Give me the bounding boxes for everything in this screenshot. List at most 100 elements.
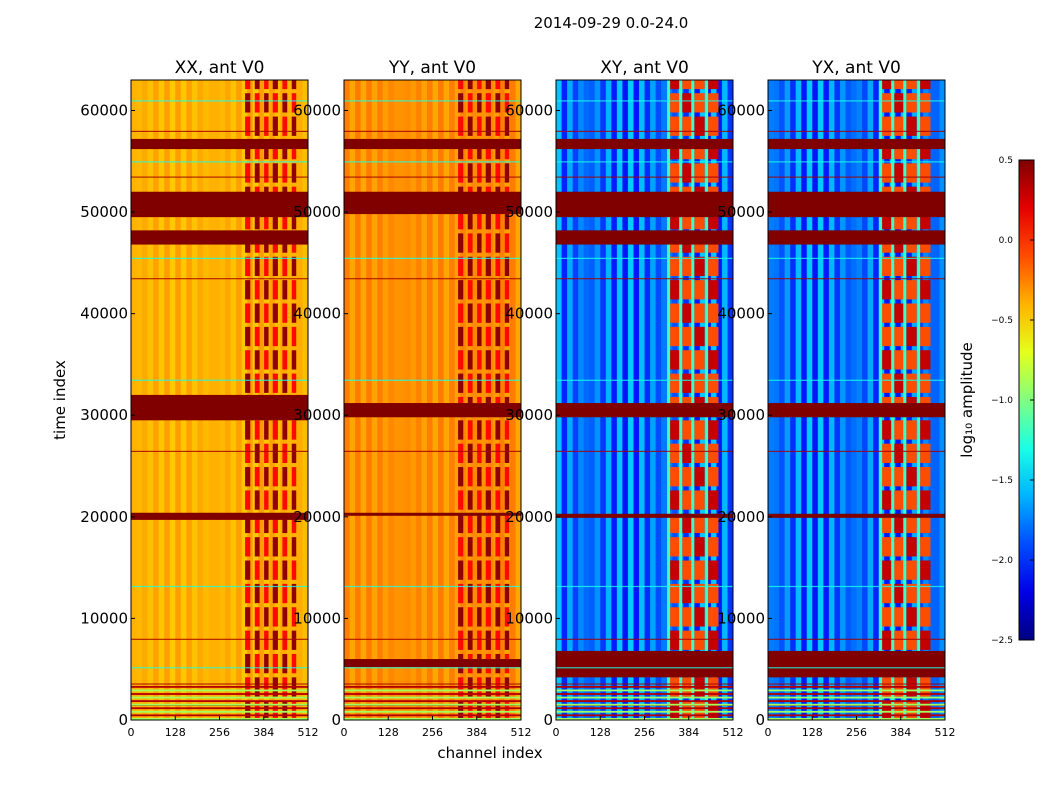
channel-block [485, 583, 491, 604]
channel-block [254, 303, 260, 323]
channel-block [477, 303, 482, 323]
channel-block [272, 326, 278, 347]
heatmap-image [131, 80, 308, 720]
channel-block [458, 233, 464, 253]
channel-block [458, 210, 464, 230]
bottom-stripe [131, 710, 308, 713]
channel-block [882, 80, 893, 90]
channel-block [245, 163, 251, 183]
channel-block [245, 373, 251, 393]
channel-block [254, 256, 260, 277]
channel-block [708, 163, 719, 183]
channel-block [264, 420, 269, 440]
channel-block [477, 583, 482, 604]
channel-block [504, 139, 510, 160]
channel-block [477, 490, 482, 510]
channel-block [682, 583, 693, 604]
channel-block [495, 116, 501, 136]
time-band [556, 650, 733, 678]
channel-block [282, 583, 288, 604]
channel-block [920, 116, 931, 136]
channel-block [920, 443, 931, 463]
channel-block [504, 420, 510, 440]
channel-block [495, 163, 501, 183]
channel-block [670, 80, 681, 90]
bottom-stripe [131, 693, 308, 695]
channel-block [670, 467, 681, 487]
channel-block [264, 303, 269, 323]
bottom-stripe [344, 696, 521, 699]
channel-block [682, 280, 693, 300]
channel-block [485, 373, 491, 393]
channel-block [282, 256, 288, 277]
texture-stripe [828, 80, 835, 720]
colorbar-label: log₁₀ amplitude [958, 342, 976, 457]
channel-block [282, 443, 288, 463]
y-tick-label: 50000 [80, 203, 128, 221]
rfi-line [131, 278, 308, 280]
texture-stripe [823, 80, 830, 720]
y-tick-label: 10000 [505, 609, 553, 627]
channel-block [282, 303, 288, 323]
channel-block [458, 443, 464, 463]
texture-stripe [801, 80, 808, 720]
channel-block [894, 513, 905, 534]
channel-block [882, 490, 893, 510]
channel-block [477, 513, 482, 534]
channel-block [906, 256, 917, 277]
channel-block [906, 467, 917, 487]
texture-stripe [515, 80, 521, 720]
channel-block [882, 513, 893, 534]
time-band [344, 403, 521, 418]
channel-block [694, 583, 705, 604]
channel-block [882, 116, 893, 136]
time-band [344, 659, 521, 668]
channel-block [282, 560, 288, 580]
channel-block [920, 93, 931, 113]
rfi-line [344, 100, 521, 102]
channel-block [694, 116, 705, 136]
y-tick-label: 20000 [717, 508, 765, 526]
channel-block [906, 93, 917, 113]
channel-block [708, 280, 719, 300]
panel-title: YY, ant V0 [388, 58, 476, 78]
texture-stripe [638, 80, 645, 720]
channel-block [682, 420, 693, 440]
channel-block [272, 420, 278, 440]
time-band [556, 230, 733, 245]
channel-block [458, 116, 464, 136]
rfi-line [131, 100, 308, 102]
channel-block [264, 116, 269, 136]
channel-block [254, 326, 260, 347]
channel-block [467, 560, 473, 580]
channel-block [882, 700, 893, 720]
channel-block [708, 490, 719, 510]
texture-stripe [443, 80, 450, 720]
channel-block [906, 490, 917, 510]
texture-stripe [410, 80, 417, 720]
channel-block [254, 420, 260, 440]
channel-block [670, 326, 681, 347]
texture-stripe [583, 80, 590, 720]
rfi-line [556, 278, 733, 280]
channel-block [245, 700, 251, 720]
channel-block [458, 93, 464, 113]
rfi-line [556, 130, 733, 132]
bottom-stripe [131, 707, 308, 710]
channel-block [708, 537, 719, 557]
bottom-stripe [768, 700, 945, 703]
y-tick-label: 60000 [293, 101, 341, 119]
channel-block [682, 537, 693, 557]
channel-block [467, 80, 473, 90]
texture-stripe [834, 80, 841, 720]
channel-block [882, 139, 893, 160]
x-axis-label: channel index [437, 744, 542, 762]
channel-block [708, 256, 719, 277]
channel-block [694, 490, 705, 510]
panel-title: XY, ant V0 [600, 58, 689, 78]
texture-stripe [933, 80, 940, 720]
x-tick-label: 128 [165, 726, 186, 739]
time-band [131, 138, 308, 150]
channel-block [694, 139, 705, 160]
channel-block [272, 116, 278, 136]
